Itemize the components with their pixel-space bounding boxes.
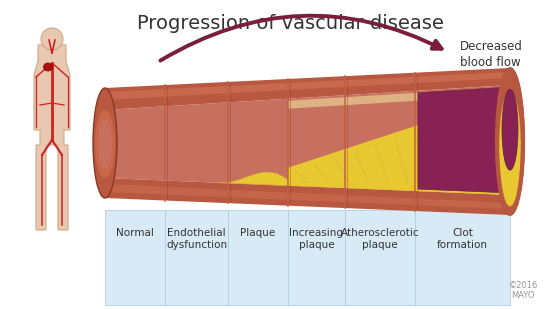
- Ellipse shape: [499, 91, 521, 206]
- Polygon shape: [34, 45, 70, 230]
- Bar: [415, 210, 510, 305]
- Bar: [288, 210, 345, 305]
- Ellipse shape: [453, 155, 482, 170]
- Polygon shape: [220, 172, 295, 186]
- Text: Atherosclerotic
plaque: Atherosclerotic plaque: [340, 228, 419, 250]
- Polygon shape: [105, 184, 510, 209]
- Text: Progression of vascular disease: Progression of vascular disease: [136, 14, 443, 33]
- Polygon shape: [418, 87, 508, 193]
- Bar: [105, 210, 165, 305]
- Text: Decreased
blood flow: Decreased blood flow: [460, 40, 523, 70]
- Ellipse shape: [41, 28, 63, 50]
- Text: ©2016
MAYO: ©2016 MAYO: [509, 281, 538, 300]
- Ellipse shape: [458, 138, 474, 162]
- Polygon shape: [105, 178, 510, 215]
- Text: Normal: Normal: [116, 228, 154, 238]
- Polygon shape: [288, 95, 510, 195]
- FancyArrowPatch shape: [161, 16, 442, 61]
- Bar: [345, 210, 415, 305]
- Ellipse shape: [43, 63, 52, 71]
- Bar: [165, 210, 228, 305]
- Ellipse shape: [502, 89, 518, 170]
- Bar: [228, 210, 288, 305]
- Text: Increasing
plaque: Increasing plaque: [289, 228, 344, 250]
- Text: Plaque: Plaque: [240, 228, 276, 238]
- Ellipse shape: [98, 120, 112, 168]
- Ellipse shape: [496, 68, 524, 215]
- Ellipse shape: [93, 88, 117, 198]
- Polygon shape: [105, 68, 510, 110]
- Polygon shape: [105, 85, 510, 195]
- Polygon shape: [288, 87, 510, 109]
- Ellipse shape: [444, 121, 468, 141]
- Ellipse shape: [95, 110, 115, 178]
- Polygon shape: [105, 72, 510, 100]
- Text: Endothelial
dysfunction: Endothelial dysfunction: [166, 228, 227, 250]
- Text: Clot
formation: Clot formation: [437, 228, 488, 250]
